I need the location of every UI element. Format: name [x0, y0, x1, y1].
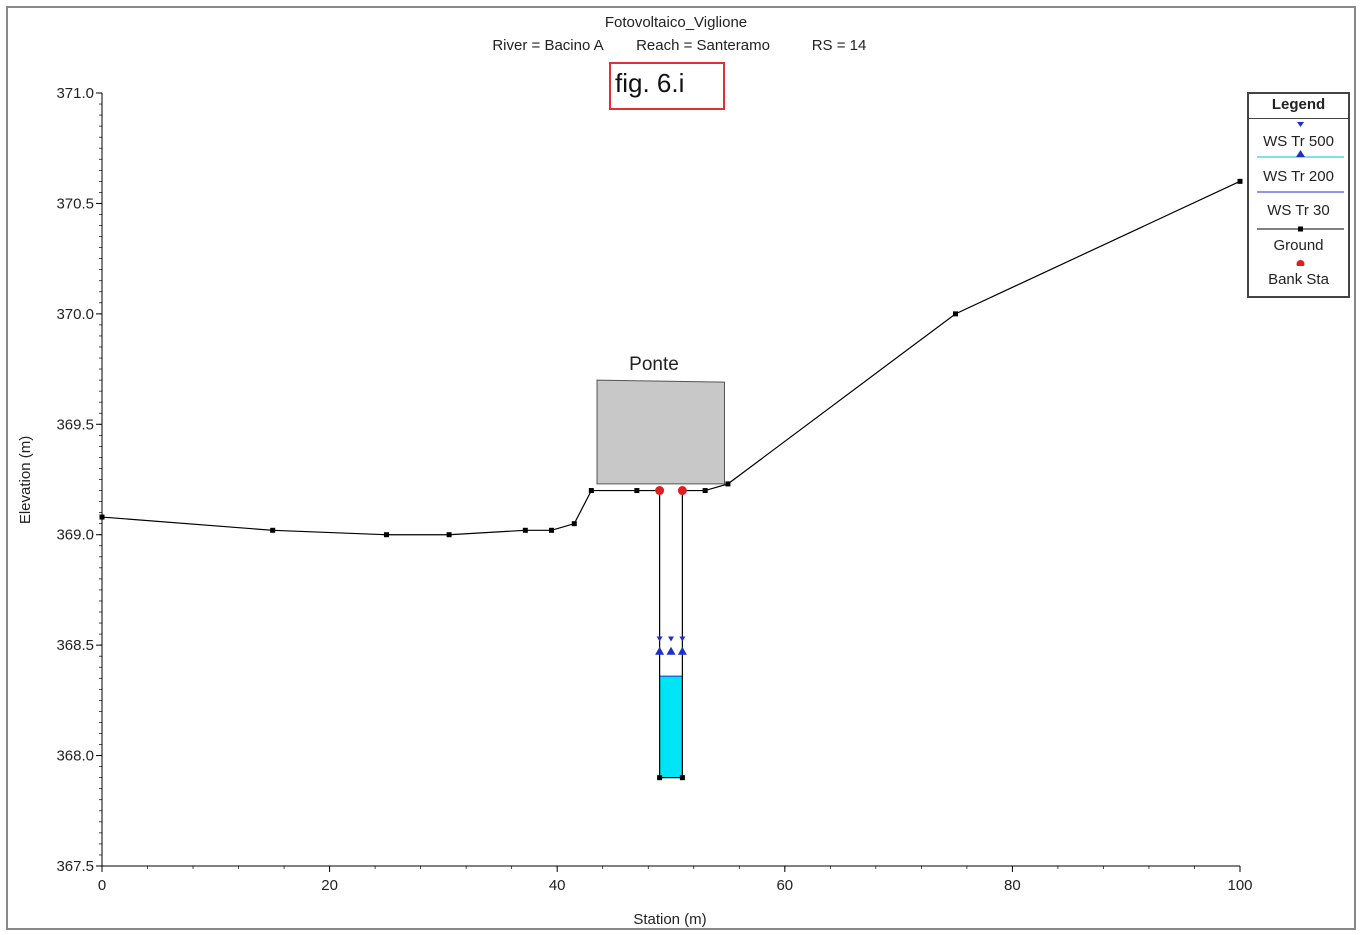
y-tick-label: 369.5 [56, 416, 94, 433]
figure-label-box: fig. 6.i [609, 62, 725, 110]
legend-item-ws-tr-200: WS Tr 200 [1249, 149, 1348, 189]
chart-subtitle-river: River = Bacino A [492, 37, 603, 54]
bridge-label: Ponte [629, 354, 679, 375]
legend-label-ws-tr-200: WS Tr 200 [1263, 167, 1334, 185]
ws-tr-500-marker [656, 636, 663, 642]
x-tick-label: 20 [321, 877, 338, 894]
y-tick-label: 368.0 [56, 748, 94, 765]
y-tick-label: 370.0 [56, 306, 94, 323]
chart-subtitle-rs: RS = 14 [812, 37, 867, 54]
x-tick-label: 100 [1227, 877, 1252, 894]
legend-symbol-ground [1257, 226, 1344, 231]
legend-label-ground: Ground [1273, 236, 1324, 254]
ground-point [679, 775, 685, 781]
y-tick-label: 369.0 [56, 527, 94, 544]
legend-label-bank-sta: Bank Sta [1268, 271, 1329, 288]
y-tick-label: 367.5 [56, 858, 94, 875]
x-axis-label: Station (m) [633, 911, 706, 928]
ground-point [270, 527, 276, 533]
chart-subtitle-reach: Reach = Santeramo [636, 37, 770, 54]
ground-point [953, 311, 958, 317]
ws-tr-500-marker [679, 636, 686, 642]
legend-title: Legend [1249, 94, 1348, 119]
chart-title: Fotovoltaico_Viglione [605, 14, 747, 31]
ws-tr-200-marker [666, 646, 676, 655]
water-fill-ws-tr-30 [659, 676, 683, 778]
legend-item-bank-sta: Bank Sta [1249, 257, 1348, 292]
ground-point [99, 514, 105, 520]
ground-point [702, 488, 708, 494]
x-tick-label: 60 [776, 877, 793, 894]
ground-point [634, 488, 640, 494]
legend-item-ground: Ground [1249, 223, 1348, 258]
y-tick-label: 371.0 [56, 85, 94, 102]
legend-symbol-ws-tr-500 [1297, 122, 1304, 127]
ground-point [549, 527, 555, 533]
ws-tr-200-marker [677, 646, 687, 655]
ground-point [725, 481, 731, 487]
legend-symbol-bank-sta [1296, 260, 1305, 266]
x-tick-label: 40 [549, 877, 566, 894]
ground-point [571, 521, 577, 527]
x-tick-label: 80 [1004, 877, 1021, 894]
ws-tr-500-marker [668, 636, 674, 642]
ground-point [588, 488, 594, 494]
ground-point [1237, 178, 1243, 184]
ws-tr-200-marker [655, 646, 665, 655]
chart-legend: Legend WS Tr 500 WS Tr 200 WS Tr 30 Grou… [1247, 92, 1350, 298]
bridge-deck [596, 379, 725, 485]
legend-symbol-ws-tr-200 [1257, 149, 1344, 157]
bank-station-point [655, 486, 665, 496]
ground-point [384, 532, 389, 538]
legend-item-ws-tr-30: WS Tr 30 [1249, 188, 1348, 223]
legend-label-ws-tr-30: WS Tr 30 [1267, 202, 1330, 219]
y-axis-label: Elevation (m) [17, 436, 34, 524]
legend-label-ws-tr-500: WS Tr 500 [1263, 133, 1334, 150]
y-tick-label: 370.5 [56, 195, 94, 212]
ground-point [522, 527, 528, 533]
legend-symbol-ws-tr-30 [1257, 191, 1344, 193]
x-tick-label: 0 [98, 877, 106, 894]
bank-station-point [677, 486, 687, 496]
y-tick-label: 368.5 [56, 637, 94, 654]
ground-point [657, 775, 663, 781]
ground-point [446, 532, 452, 538]
legend-item-ws-tr-500: WS Tr 500 [1249, 119, 1348, 154]
